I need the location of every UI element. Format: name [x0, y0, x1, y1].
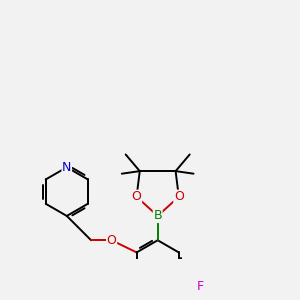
Text: O: O	[174, 190, 184, 203]
Text: F: F	[197, 280, 204, 293]
Text: O: O	[107, 234, 116, 247]
Text: B: B	[153, 209, 162, 222]
Text: N: N	[62, 161, 71, 174]
Text: O: O	[132, 190, 142, 203]
